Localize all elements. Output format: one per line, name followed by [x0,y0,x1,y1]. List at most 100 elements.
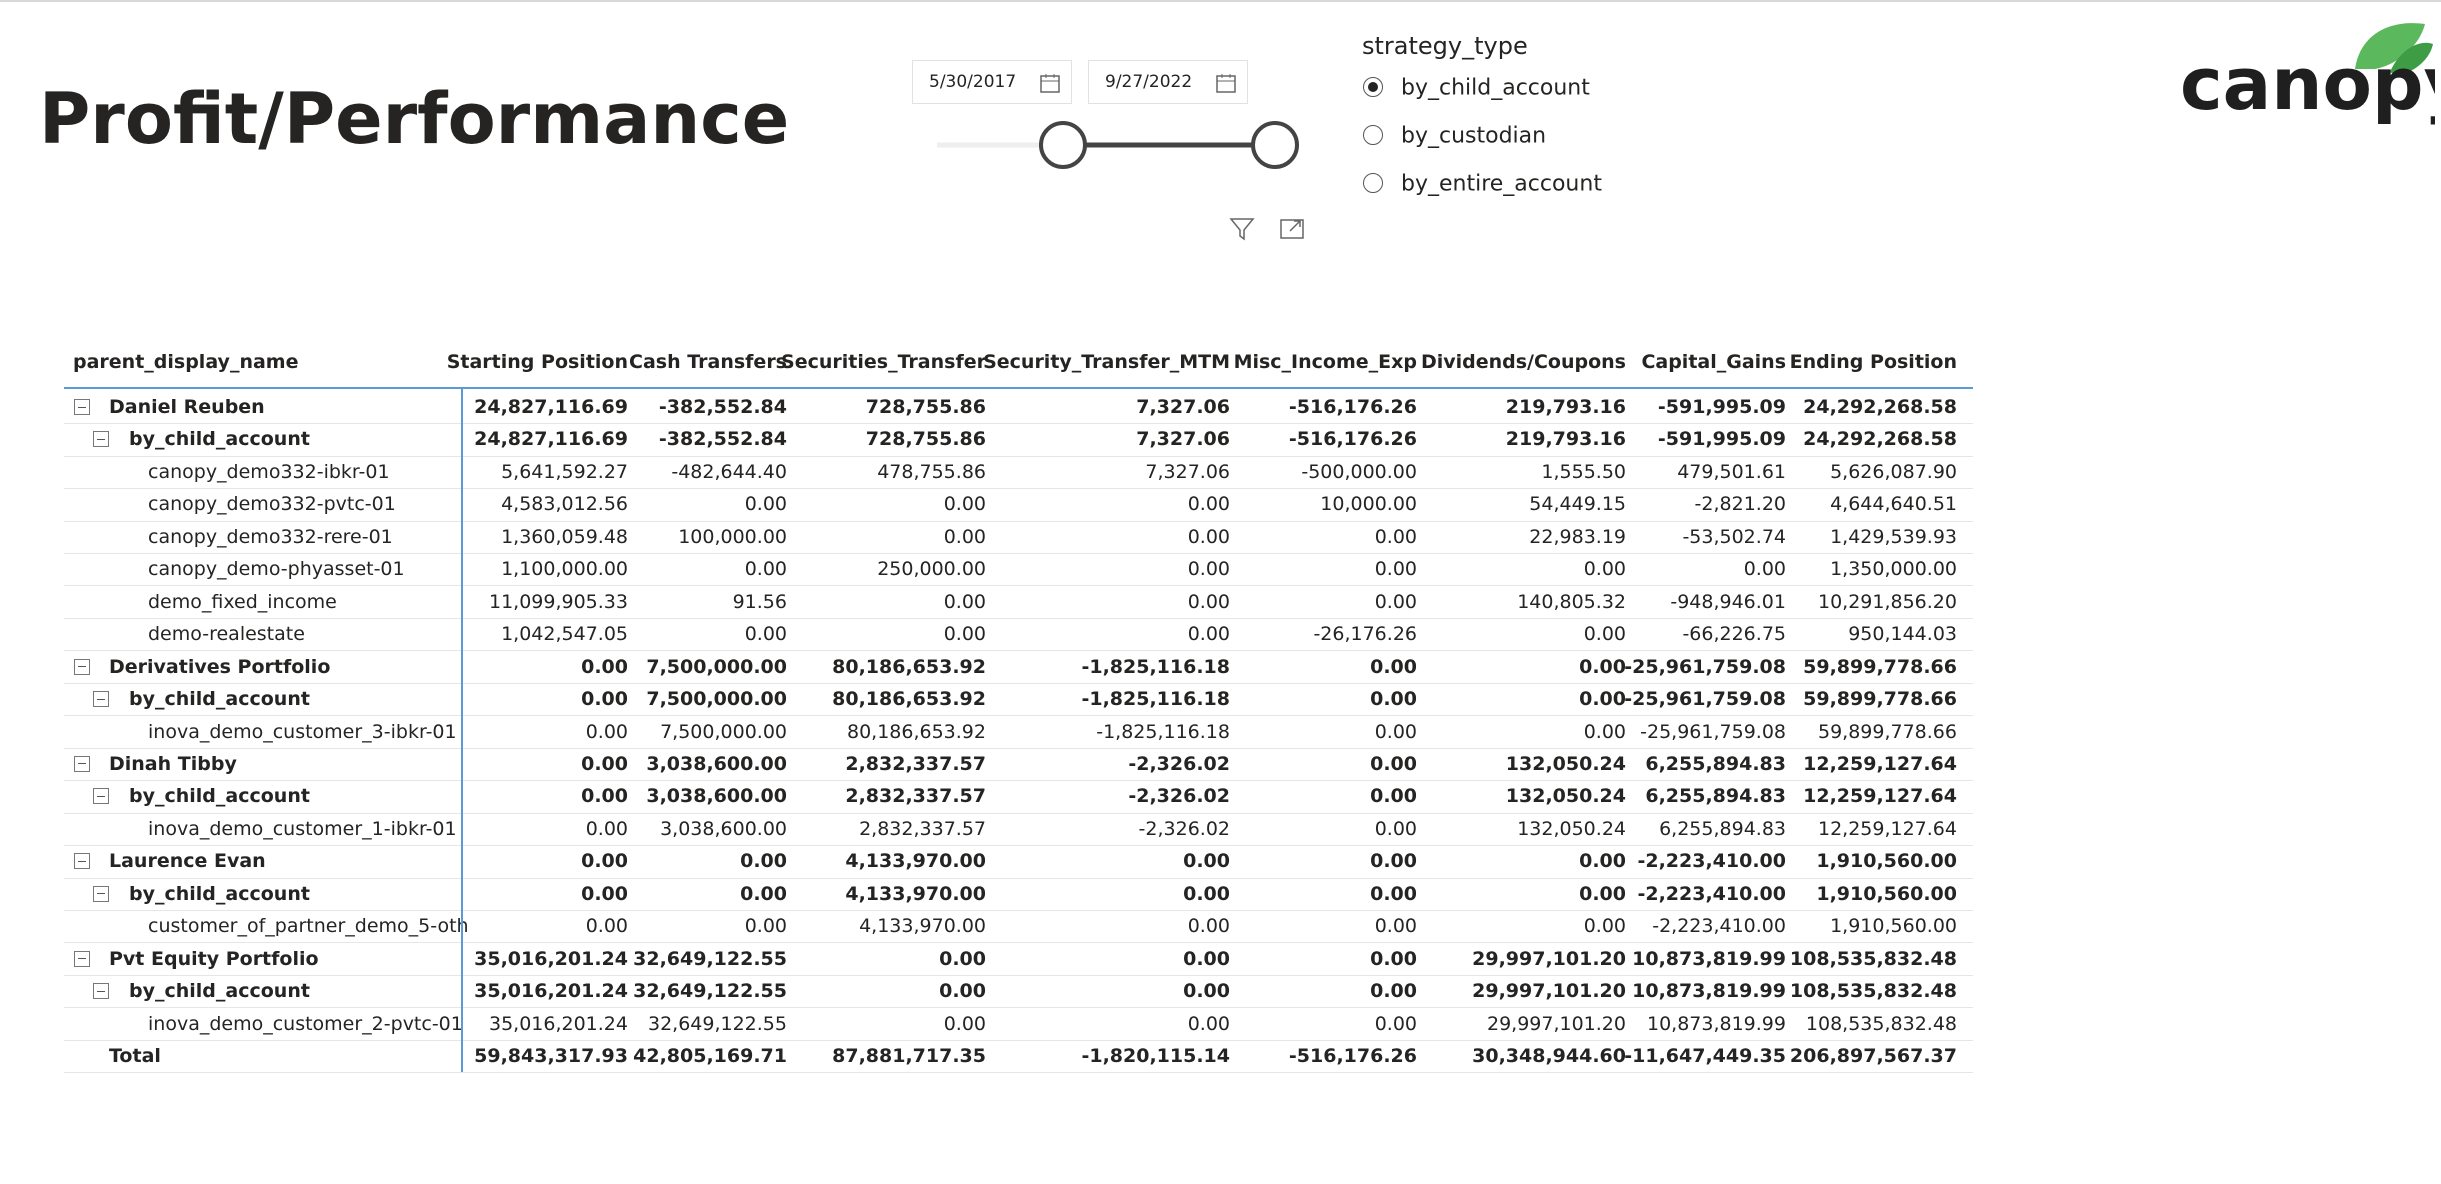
cell-value: 22,983.19 [1529,525,1626,548]
collapse-icon[interactable] [74,853,90,870]
collapse-icon[interactable] [93,788,109,805]
cell-value: -2,223,410.00 [1637,882,1786,905]
cell-value: 54,449.15 [1529,493,1626,516]
row-divider [64,942,1973,944]
collapse-icon[interactable] [74,658,90,675]
end-date-input[interactable]: 9/27/2022 [1088,60,1248,104]
radio-label[interactable]: by_entire_account [1401,171,1602,197]
cell-value: 80,186,653.92 [846,720,986,743]
cell-value: 0.00 [1579,850,1626,873]
minus [97,438,105,440]
cell-value: 32,649,122.55 [633,947,787,970]
cell-value: 1,360,059.48 [501,525,628,548]
minus [78,958,86,960]
focus-mode-icon[interactable] [1278,215,1306,243]
column-header[interactable]: Misc_Income_Exp [1233,351,1417,373]
cell-value: 728,755.86 [865,396,986,418]
cell-value: 7,500,000.00 [660,720,787,743]
row-label: inova_demo_customer_1-ibkr-01 [148,817,457,840]
cell-value: 59,899,778.66 [1803,688,1957,711]
cell-value: 108,535,832.48 [1805,1012,1957,1035]
row-label: canopy_demo332-rere-01 [148,525,393,548]
minus [97,990,105,992]
start-date-input[interactable]: 5/30/2017 [912,60,1072,104]
cell-value: 10,873,819.99 [1632,947,1786,970]
cell-value: 24,292,268.58 [1803,396,1957,418]
column-header[interactable]: Securities_Transfer [781,351,986,373]
date-slider[interactable] [930,117,1310,177]
cell-value: -2,223,410.00 [1652,915,1786,938]
collapse-icon[interactable] [93,431,109,448]
cell-value: 132,050.24 [1517,817,1626,840]
row-label: by_child_account [129,428,310,451]
radio-button[interactable] [1363,77,1383,97]
row-label: customer_of_partner_demo_5-oth [148,915,469,938]
column-header[interactable]: Cash Transfers [629,351,787,373]
cell-value: -516,176.26 [1288,428,1417,451]
cell-value: -1,825,116.18 [1096,720,1230,743]
radio-label[interactable]: by_custodian [1401,123,1547,149]
cell-value: 0.00 [581,688,628,711]
cell-value: 4,133,970.00 [859,915,986,938]
radio-label[interactable]: by_child_account [1401,75,1590,101]
column-header[interactable]: Dividends/Coupons [1420,351,1626,373]
collapse-icon[interactable] [74,950,90,967]
row-label: Dinah Tibby [109,752,237,775]
row-label: Total [109,1045,161,1067]
collapse-icon[interactable] [93,691,109,708]
cell-value: 728,755.86 [865,428,986,451]
cell-value: 0.00 [943,623,986,646]
slider-handle[interactable] [1039,121,1087,169]
row-label: Daniel Reuben [109,396,265,418]
row-divider [64,1039,1973,1041]
cell-value: 7,500,000.00 [646,655,787,678]
cell-value: 0.00 [1374,525,1417,548]
cell-value: 0.00 [581,785,628,808]
cell-value: 80,186,653.92 [832,655,986,678]
column-header[interactable]: Ending Position [1789,351,1957,373]
cell-value: 0.00 [1579,882,1626,905]
cell-value: 4,644,640.51 [1830,493,1957,516]
row-divider [64,1007,1973,1009]
row-label: Pvt Equity Portfolio [109,947,319,970]
cell-value: 100,000.00 [678,525,787,548]
column-header[interactable]: Capital_Gains [1641,351,1786,373]
cell-value: -382,552.84 [658,428,787,451]
collapse-icon[interactable] [93,885,109,902]
calendar-icon [1216,74,1236,93]
cell-value: 0.00 [1187,493,1230,516]
cell-value: 91.56 [732,590,787,613]
cell-value: 0.00 [1583,623,1626,646]
column-header[interactable]: Starting Position [446,351,628,373]
row-divider [64,877,1973,879]
slider-handle[interactable] [1251,121,1299,169]
cell-value: 80,186,653.92 [832,688,986,711]
cell-value: 0.00 [1370,655,1417,678]
cell-value: 0.00 [1370,850,1417,873]
collapse-icon[interactable] [74,399,90,415]
collapse-icon[interactable] [93,983,109,1000]
minus [97,795,105,797]
radio-button[interactable] [1363,125,1383,145]
column-header[interactable]: parent_display_name [73,351,299,373]
cell-value: 24,827,116.69 [474,396,628,418]
filter-icon[interactable] [1228,215,1256,243]
cell-value: 42,805,169.71 [633,1045,787,1067]
cell-value: 0.00 [744,558,787,581]
cell-value: 1,350,000.00 [1830,558,1957,581]
cell-value: 4,133,970.00 [845,882,986,905]
cell-value: 0.00 [1374,915,1417,938]
cell-value: 7,327.06 [1136,428,1230,451]
cell-value: -516,176.26 [1288,1045,1417,1067]
cell-value: 108,535,832.48 [1789,947,1957,970]
collapse-icon[interactable] [74,755,90,772]
radio-button[interactable] [1363,173,1383,193]
cell-value: 0.00 [939,947,986,970]
cell-value: 59,843,317.93 [474,1045,628,1067]
cell-value: 0.00 [740,882,787,905]
row-divider [64,423,1973,425]
row-label: inova_demo_customer_3-ibkr-01 [148,720,457,743]
cell-value: 3,038,600.00 [660,817,787,840]
row-divider [64,1072,1973,1074]
column-header[interactable]: Security_Transfer_MTM [983,351,1230,373]
